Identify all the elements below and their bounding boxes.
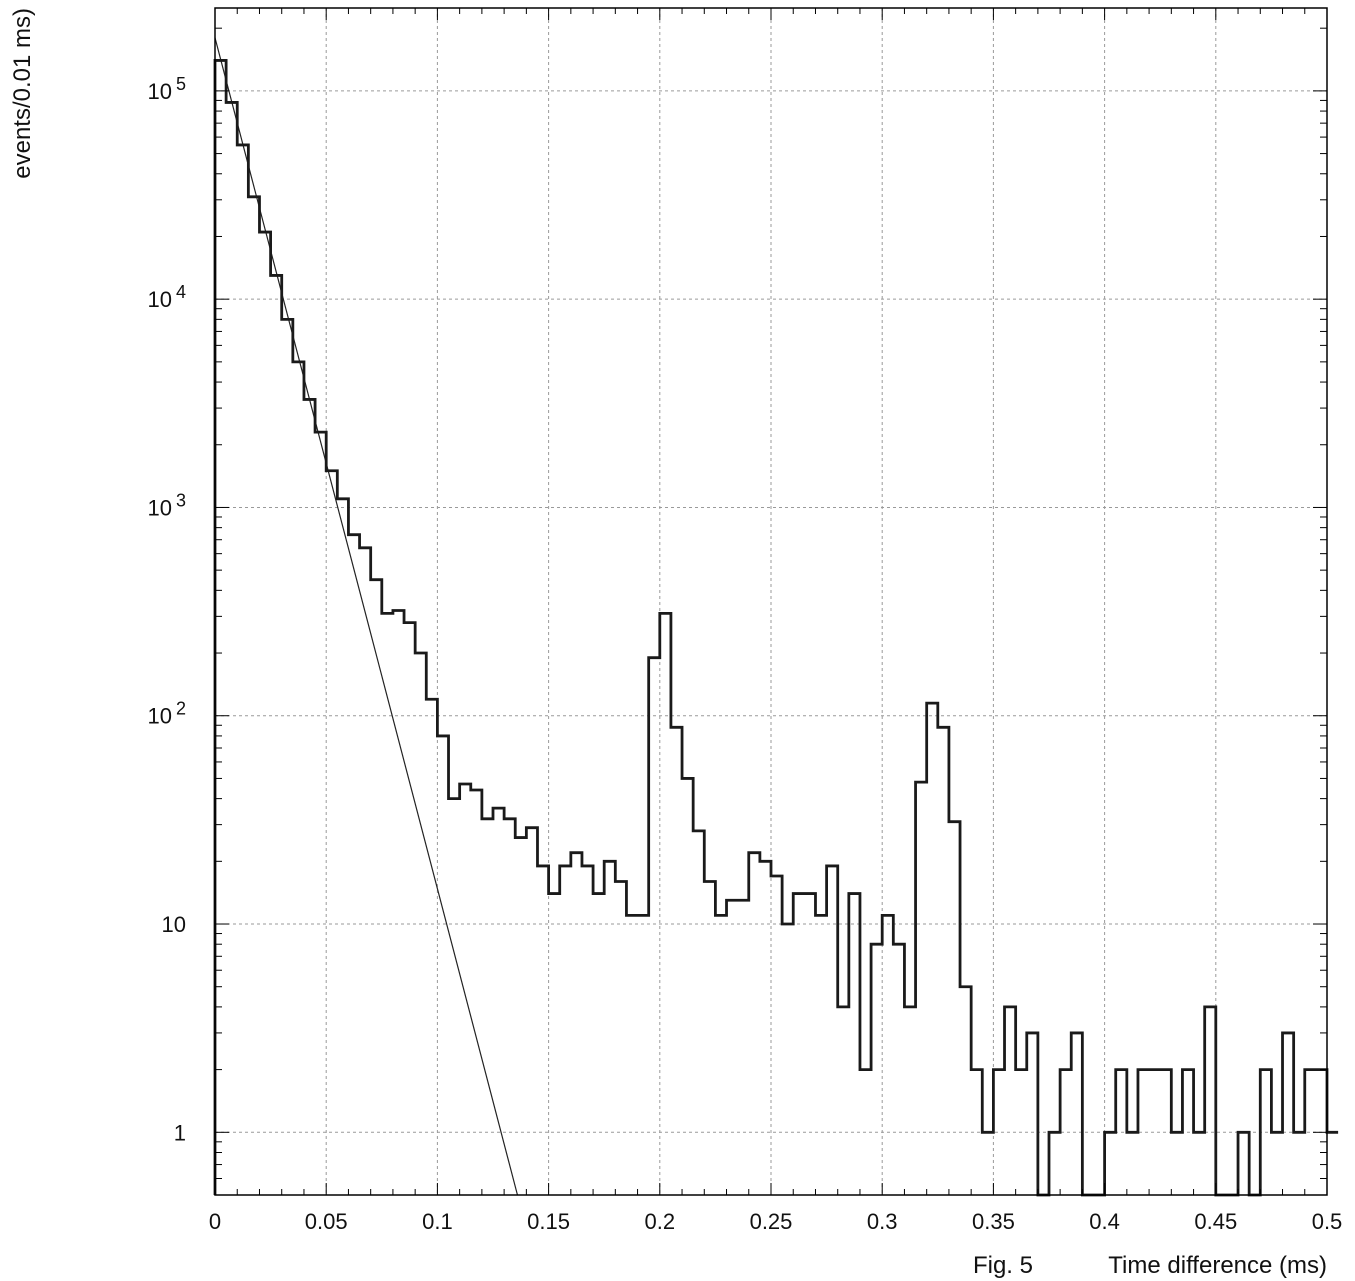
y-tick-label: 10 2	[148, 699, 187, 729]
histogram-group	[213, 59, 1339, 1197]
y-tick-label: 10 5	[148, 74, 187, 104]
x-tick-label: 0.5	[1312, 1209, 1343, 1234]
x-tick-label: 0	[209, 1209, 221, 1234]
x-tick-label: 0.35	[972, 1209, 1015, 1234]
x-tick-label: 0.25	[750, 1209, 793, 1234]
x-axis-ticks: 0 0.05 0.1 0.15 0.2 0.25 0.3 0.35 0.4 0.45 0.5	[209, 8, 1342, 1234]
figure-label: Fig. 5	[973, 1252, 1033, 1279]
fit-line-group	[214, 37, 519, 1196]
grid	[215, 8, 1327, 1195]
y-tick-label: 10	[162, 912, 186, 937]
histogram-series	[213, 59, 1339, 1197]
x-tick-label: 0.05	[305, 1209, 348, 1234]
x-tick-label: 0.2	[645, 1209, 676, 1234]
x-tick-label: 0.4	[1089, 1209, 1120, 1234]
y-tick-label: 10 3	[148, 490, 187, 520]
x-tick-label: 0.3	[867, 1209, 898, 1234]
y-tick-label: 1	[174, 1120, 186, 1145]
y-axis-title: events/0.01 ms)	[9, 8, 36, 179]
x-tick-label: 0.15	[527, 1209, 570, 1234]
y-tick-label: 10 4	[148, 282, 187, 312]
x-axis-title: Time difference (ms)	[1108, 1252, 1327, 1279]
x-tick-label: 0.1	[422, 1209, 453, 1234]
fit-line	[214, 37, 519, 1196]
x-tick-label: 0.45	[1194, 1209, 1237, 1234]
